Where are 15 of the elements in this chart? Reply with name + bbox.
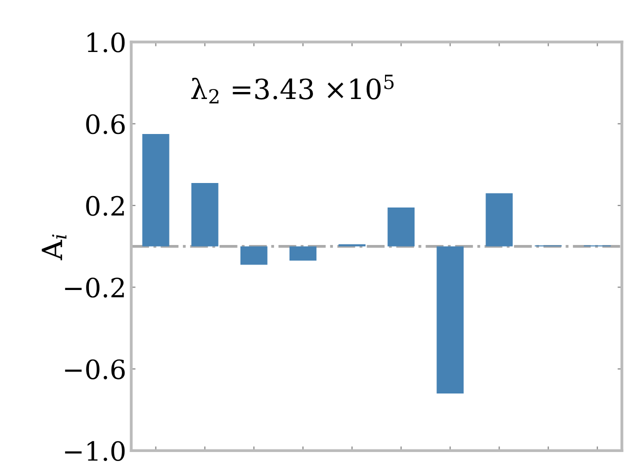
bar xyxy=(289,246,316,261)
y-tick-label: −1.0 xyxy=(65,441,125,462)
bar xyxy=(240,246,268,265)
y-tick-label: 1.0 xyxy=(88,32,125,52)
y-tick-label: 0.6 xyxy=(86,114,125,134)
y-tick-label: 0.2 xyxy=(86,196,124,216)
annotation: λ$_{2}$ =3.43 ×10$^{5}$ xyxy=(191,74,394,104)
y-tick-label: −0.2 xyxy=(65,278,124,298)
bar xyxy=(436,246,464,394)
bar xyxy=(388,208,415,246)
y-axis-title: A$_{i}$ xyxy=(42,234,66,260)
bar xyxy=(142,134,170,246)
y-tick-label: −0.6 xyxy=(65,359,125,380)
bar xyxy=(191,183,218,246)
bar xyxy=(486,193,513,246)
